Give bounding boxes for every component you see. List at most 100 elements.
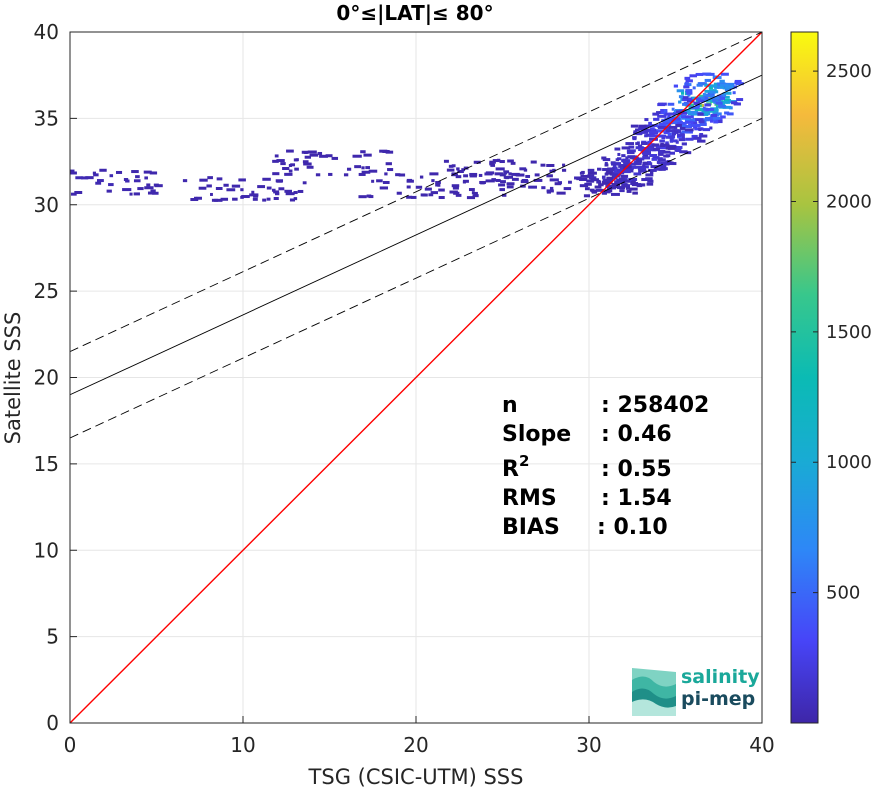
density-cell [665,146,670,150]
density-cell [568,180,572,184]
density-cell [642,152,650,156]
density-cell [625,156,629,160]
density-cell [99,168,107,172]
density-cell [721,94,727,98]
density-cell [673,84,679,88]
density-cell [648,147,654,151]
density-cell [652,156,660,160]
density-cell [695,72,704,76]
stat-slope-value: : 0.46 [601,422,672,447]
density-cell [80,176,89,180]
density-cell [671,132,677,136]
density-cell [699,122,707,126]
density-cell [704,83,710,87]
density-cell [468,188,475,192]
density-cell [574,176,582,180]
density-cell [554,182,562,186]
density-cell [586,179,594,183]
density-cell [435,183,439,187]
density-cell [633,130,638,134]
density-cell [665,129,675,133]
density-cell [411,195,417,199]
density-cell [629,149,636,153]
density-cell [697,99,705,103]
density-cell [614,147,621,151]
density-cell [431,179,435,183]
density-cell [297,189,304,193]
density-cell [294,167,299,171]
density-cell [365,166,370,170]
density-cell [494,172,503,176]
density-cell [682,96,689,100]
density-cell [419,175,424,179]
density-cell [616,157,622,161]
density-cell [635,146,644,150]
density-cell [648,143,655,147]
density-cell [137,187,144,191]
density-cell [704,89,713,93]
density-cell [686,99,694,103]
density-cell [663,121,671,125]
density-cell [499,188,505,192]
density-cell [656,160,661,164]
density-cell [689,74,698,78]
stat-r2-sup: 2 [519,452,529,470]
density-cell [616,186,626,190]
density-cell [717,104,726,108]
logo-text-pi-mep: pi-mep [681,688,755,710]
density-cell [499,160,505,164]
density-cell [722,95,730,99]
density-cell [622,160,629,164]
density-cell [519,167,527,171]
density-cell [694,108,702,112]
density-cell [149,171,158,175]
density-cell [686,91,693,95]
density-cell [549,186,554,190]
density-cell [704,78,711,82]
density-cell [678,100,682,104]
density-cell [712,98,717,102]
density-cell [704,99,708,103]
density-cell [725,85,734,89]
density-cell [710,113,718,117]
density-cell [641,178,649,182]
density-cell [644,118,649,122]
density-cell [606,176,613,180]
density-cell [306,165,314,169]
y-tick-label: 10 [34,538,59,562]
density-cell [534,173,540,177]
density-cell [562,163,566,167]
density-cell [106,189,112,193]
density-cell [707,94,713,98]
density-cell [115,170,123,174]
density-cell [722,92,726,96]
density-cell [501,193,507,197]
stat-rms-value: : 1.54 [601,486,672,511]
density-cell [508,172,512,176]
density-cell [448,164,454,168]
density-cell [154,184,163,188]
density-cell [561,168,567,172]
density-cell [676,89,685,93]
density-cell [273,190,280,194]
density-cell [644,134,648,138]
density-cell [122,188,132,192]
density-cell [371,179,375,183]
density-cell [358,172,366,176]
density-cell [541,186,546,190]
density-cell [602,168,612,172]
density-cell [640,141,648,145]
density-cell [635,142,640,146]
density-cell [726,112,734,116]
density-cell [597,167,602,171]
density-cell [687,93,691,97]
y-tick-label: 25 [34,279,59,303]
density-cell [276,179,283,183]
x-tick-labels: 0 10 20 30 40 [64,733,775,757]
density-cell [352,154,362,158]
density-cell [720,72,729,76]
density-cell [74,190,83,194]
density-cell [679,126,686,130]
density-cell [704,96,709,100]
